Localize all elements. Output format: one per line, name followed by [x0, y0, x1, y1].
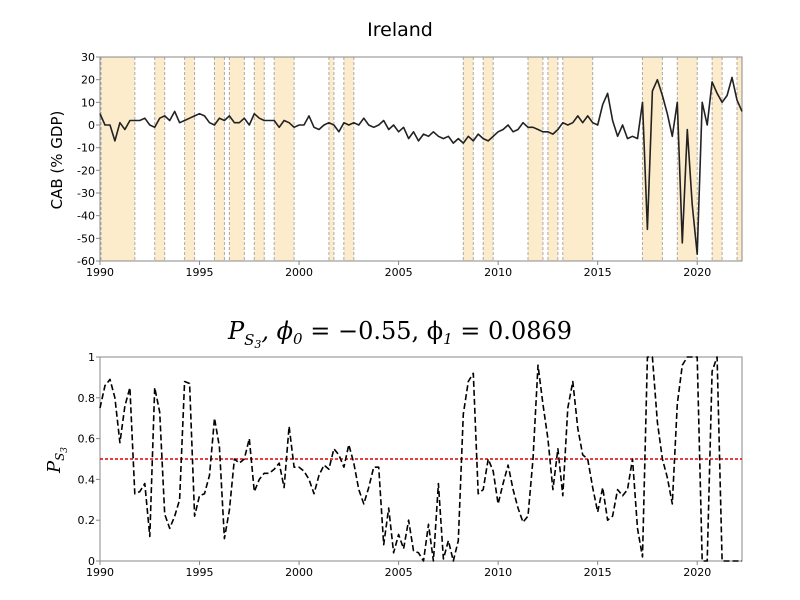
- x-tick-label: 2000: [285, 566, 313, 579]
- top-y-axis-label: CAB (% GDP): [48, 111, 66, 210]
- top-x-ticks: 1990 1995 2000 2005 2010 2015 2020: [86, 261, 711, 279]
- top-series-line: [99, 76, 743, 255]
- x-tick-label: 1990: [86, 566, 114, 579]
- y-tick-label: 0: [88, 555, 95, 568]
- shaded-region: [463, 57, 474, 261]
- x-tick-label: 1995: [186, 566, 214, 579]
- title-phi0-sub: 0: [293, 330, 303, 348]
- shaded-region: [184, 57, 195, 261]
- bottom-y-axis-label: PS3: [44, 447, 70, 474]
- shaded-region: [154, 57, 165, 261]
- y-tick-label: -20: [77, 164, 95, 177]
- top-y-ticks: 30 20 10 0 -10 -20 -30 -40 -50 -60: [77, 51, 100, 268]
- shaded-region: [328, 57, 334, 261]
- title-phi1-sub: 1: [443, 330, 453, 348]
- top-plot-frame: [99, 56, 743, 262]
- title-phi0-value: = −0.55, ϕ: [303, 317, 444, 345]
- x-tick-label: 2005: [385, 266, 413, 279]
- x-tick-label: 2015: [584, 266, 612, 279]
- y-tick-label: 0: [88, 119, 95, 132]
- y-tick-label: 20: [81, 74, 95, 87]
- title-phi0: , ϕ: [261, 317, 293, 345]
- bottom-x-ticks: 1990 1995 2000 2005 2010 2015 2020: [86, 561, 711, 579]
- shaded-region: [483, 57, 494, 261]
- shaded-region: [528, 57, 543, 261]
- shaded-region: [274, 57, 295, 261]
- y-tick-label: -10: [77, 142, 95, 155]
- shaded-region: [737, 57, 742, 261]
- shaded-region: [712, 57, 723, 261]
- y-tick-label: -40: [77, 210, 95, 223]
- y-tick-label: 10: [81, 96, 95, 109]
- shaded-region: [100, 57, 135, 261]
- y-tick-label: 30: [81, 51, 95, 64]
- x-tick-label: 2020: [683, 566, 711, 579]
- x-tick-label: 2015: [584, 566, 612, 579]
- bottom-chart-title: PS3, ϕ0 = −0.55, ϕ1 = 0.0869: [227, 317, 572, 351]
- x-tick-label: 2005: [385, 566, 413, 579]
- x-tick-label: 2010: [484, 266, 512, 279]
- top-shaded-regions: [100, 57, 743, 261]
- x-tick-label: 2000: [285, 266, 313, 279]
- shaded-region: [343, 57, 354, 261]
- ylabel-s: S: [53, 453, 67, 461]
- shaded-region: [229, 57, 245, 261]
- y-tick-label: -60: [77, 255, 95, 268]
- y-tick-label: -30: [77, 187, 95, 200]
- y-tick-label: 0.8: [78, 392, 96, 405]
- y-tick-label: 0.4: [78, 473, 96, 486]
- top-chart-title: Ireland: [367, 19, 433, 41]
- x-tick-label: 1990: [86, 266, 114, 279]
- shaded-region: [254, 57, 265, 261]
- title-sub-s: S: [244, 331, 254, 349]
- x-tick-label: 1995: [186, 266, 214, 279]
- x-tick-label: 2010: [484, 566, 512, 579]
- shaded-region: [214, 57, 225, 261]
- title-sub-3: 3: [254, 338, 261, 351]
- bottom-y-ticks: 1 0.8 0.6 0.4 0.2 0: [78, 351, 100, 568]
- title-phi1-value: = 0.0869: [453, 317, 572, 345]
- ylabel-p: P: [44, 460, 65, 474]
- y-tick-label: 0.6: [78, 433, 96, 446]
- ylabel-3: 3: [60, 447, 70, 453]
- y-tick-label: 0.2: [78, 514, 96, 527]
- y-tick-label: 1: [88, 351, 95, 364]
- shaded-region: [547, 57, 558, 261]
- bottom-series-line: [99, 356, 742, 562]
- title-p: P: [227, 317, 245, 345]
- shaded-region: [562, 57, 593, 261]
- x-tick-label: 2020: [683, 266, 711, 279]
- y-tick-label: -50: [77, 232, 95, 245]
